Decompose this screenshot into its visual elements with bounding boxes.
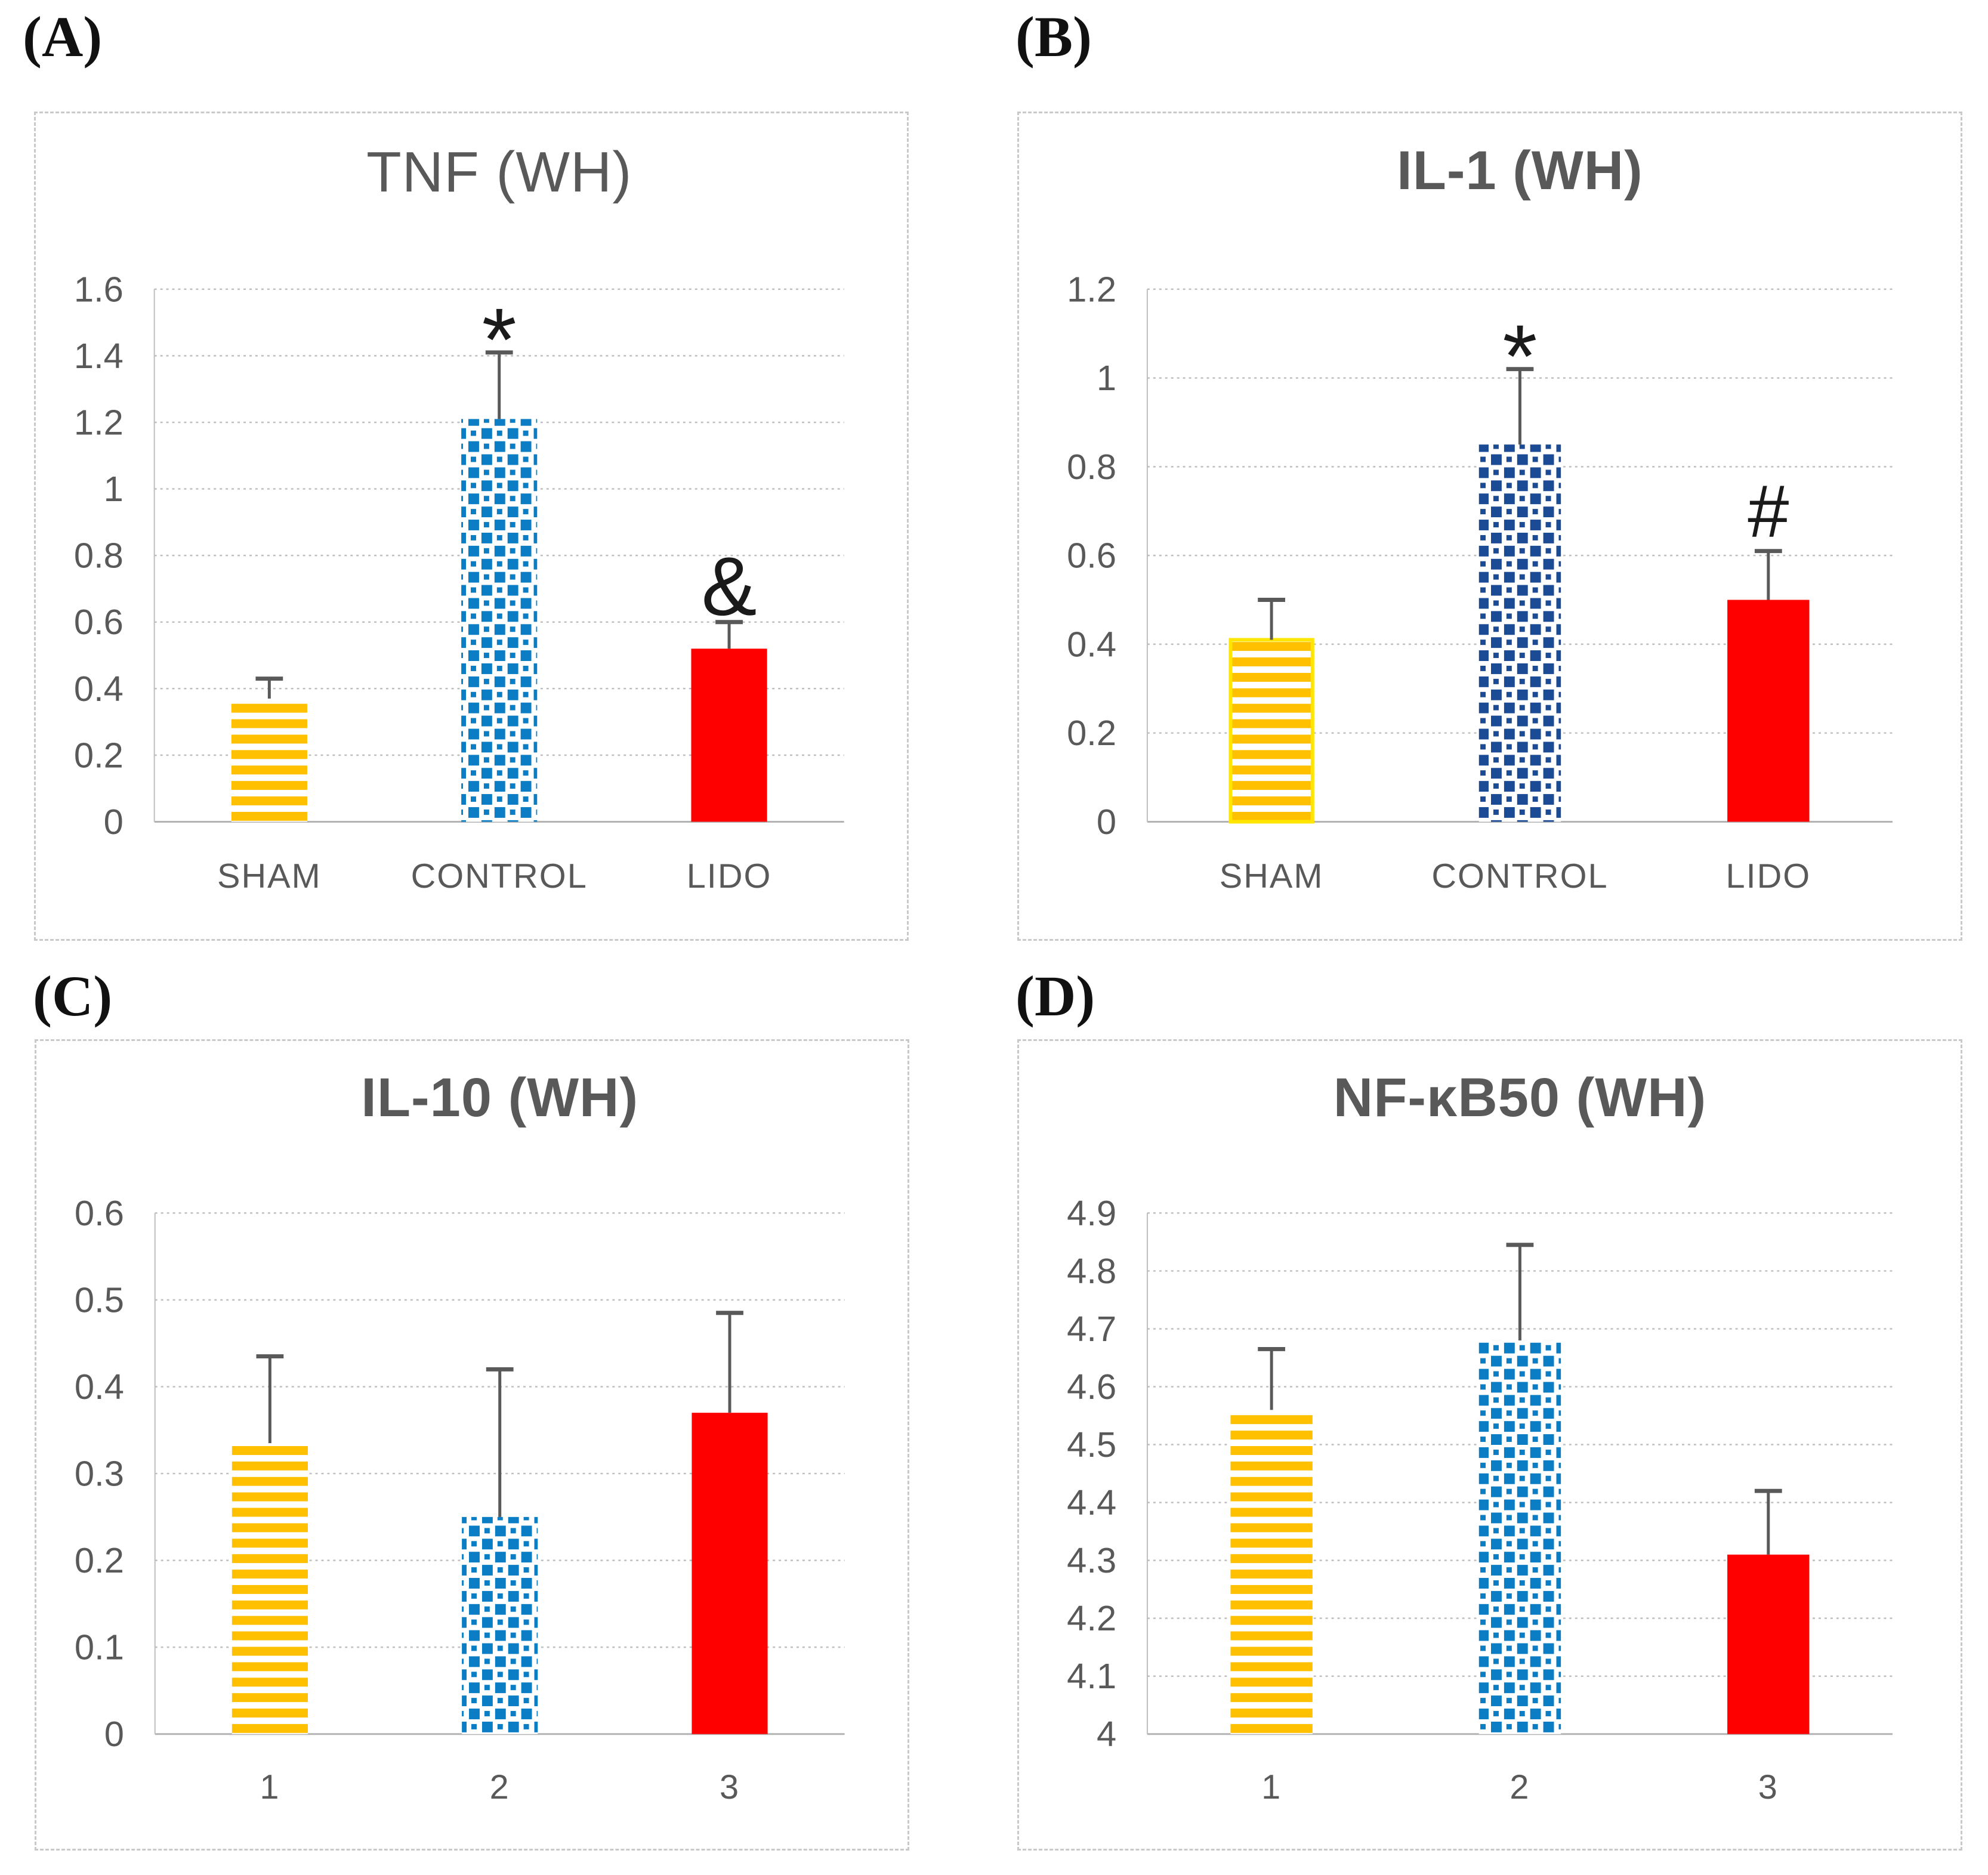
y-tick-label: 0.8	[1067, 447, 1116, 487]
y-tick-label: 4.5	[1067, 1425, 1116, 1465]
chart-title-d: NF-κB50 (WH)	[1333, 1067, 1707, 1129]
bar-chart-il1: 0 0.2 0.4 0.6 0.8 1 1.2 SHAM * CONTROL # LIDO	[1067, 269, 1893, 895]
x-category-label: 1	[260, 1768, 280, 1806]
chart-title-c: IL-10 (WH)	[361, 1067, 639, 1129]
panel-c: IL-10 (WH) 0 0.1 0.2 0.3 0.4 0.5 0.6 1 2 3	[35, 1039, 909, 1851]
x-category-label: 2	[490, 1768, 510, 1806]
y-tick-label: 0	[104, 802, 124, 842]
bar-chart-il10: 0 0.1 0.2 0.3 0.4 0.5 0.6 1 2 3	[75, 1193, 845, 1806]
bar-chart-nfkb50: 4 4.1 4.2 4.3 4.4 4.5 4.6 4.7 4.8 4.9 1 2 3	[1067, 1193, 1893, 1806]
x-category-label: 1	[1261, 1768, 1282, 1806]
y-tick-label: 1.2	[1067, 269, 1116, 309]
y-tick-label: 0.8	[74, 536, 124, 576]
significance-marker: #	[1748, 470, 1789, 553]
significance-marker: *	[1502, 307, 1537, 406]
y-tick-label: 0.6	[74, 602, 124, 642]
bar-sham	[1228, 638, 1314, 824]
y-tick-label: 1.6	[74, 269, 124, 309]
y-tick-label: 4.9	[1067, 1193, 1116, 1233]
bar-2	[462, 1516, 538, 1734]
y-tick-label: 0.2	[1067, 713, 1116, 753]
significance-marker: &	[702, 540, 757, 633]
y-tick-label: 0.4	[74, 669, 124, 709]
y-tick-label: 0.2	[75, 1540, 124, 1580]
y-tick-label: 4.6	[1067, 1367, 1116, 1407]
bar-lido	[1727, 600, 1810, 822]
y-tick-label: 0.4	[75, 1367, 124, 1407]
bar-1	[231, 1443, 308, 1734]
bar-chart-tnf: 0 0.2 0.4 0.6 0.8 1 1.2 1.4 1.6 SHAM * CONTROL & LIDO	[74, 269, 844, 895]
x-category-label: LIDO	[687, 857, 772, 895]
panel-label-d: (D)	[1015, 964, 1095, 1028]
y-tick-label: 0.3	[75, 1454, 124, 1494]
y-tick-label: 4	[1097, 1714, 1116, 1754]
panel-a: TNF (WH) 0 0.2 0.4 0.6 0.8 1 1.2 1.4 1.6 SHAM * CON…	[34, 112, 909, 941]
y-tick-label: 0.6	[75, 1193, 124, 1233]
y-tick-label: 0	[104, 1714, 124, 1754]
panel-b: IL-1 (WH) 0 0.2 0.4 0.6 0.8 1 1.2 SHAM * CONTROL #…	[1017, 112, 1962, 941]
panel-d: NF-κB50 (WH) 4 4.1 4.2 4.3 4.4 4.5 4.6 4.7 4.8 4.…	[1017, 1039, 1962, 1851]
y-tick-label: 1.2	[74, 402, 124, 442]
y-tick-label: 4.8	[1067, 1251, 1116, 1291]
y-tick-label: 0.5	[75, 1280, 124, 1320]
y-tick-label: 4.7	[1067, 1309, 1116, 1349]
y-tick-label: 0.4	[1067, 624, 1116, 664]
bar-control	[461, 419, 538, 822]
significance-marker: *	[482, 290, 517, 390]
y-tick-label: 0.6	[1067, 536, 1116, 576]
x-category-label: 2	[1509, 1768, 1530, 1806]
x-category-label: SHAM	[217, 857, 322, 895]
chart-title-b: IL-1 (WH)	[1397, 140, 1643, 202]
bar-1	[1230, 1410, 1313, 1734]
bar-sham	[231, 699, 307, 822]
panel-label-c: (C)	[33, 964, 113, 1028]
chart-title-a: TNF (WH)	[366, 140, 632, 205]
y-tick-label: 0	[1097, 802, 1116, 842]
y-tick-label: 0.2	[74, 735, 124, 775]
x-category-label: SHAM	[1220, 857, 1324, 895]
x-category-label: 3	[720, 1768, 740, 1806]
panel-label-a: (A)	[23, 5, 103, 69]
x-category-label: 3	[1758, 1768, 1779, 1806]
bar-lido	[691, 648, 767, 822]
y-tick-label: 4.1	[1067, 1656, 1116, 1696]
y-tick-label: 4.4	[1067, 1482, 1116, 1522]
y-tick-label: 1.4	[74, 336, 124, 376]
y-tick-label: 1	[104, 469, 124, 509]
x-category-label: CONTROL	[411, 857, 588, 895]
y-tick-label: 4.3	[1067, 1540, 1116, 1580]
x-category-label: LIDO	[1725, 857, 1811, 895]
panel-label-b: (B)	[1015, 5, 1092, 69]
bar-3	[1727, 1554, 1810, 1734]
bar-2	[1478, 1340, 1561, 1734]
x-category-label: CONTROL	[1431, 857, 1608, 895]
y-tick-label: 1	[1097, 358, 1116, 398]
y-tick-label: 0.1	[75, 1627, 124, 1667]
bar-control	[1478, 444, 1561, 822]
y-tick-label: 4.2	[1067, 1598, 1116, 1638]
bar-3	[692, 1413, 768, 1734]
